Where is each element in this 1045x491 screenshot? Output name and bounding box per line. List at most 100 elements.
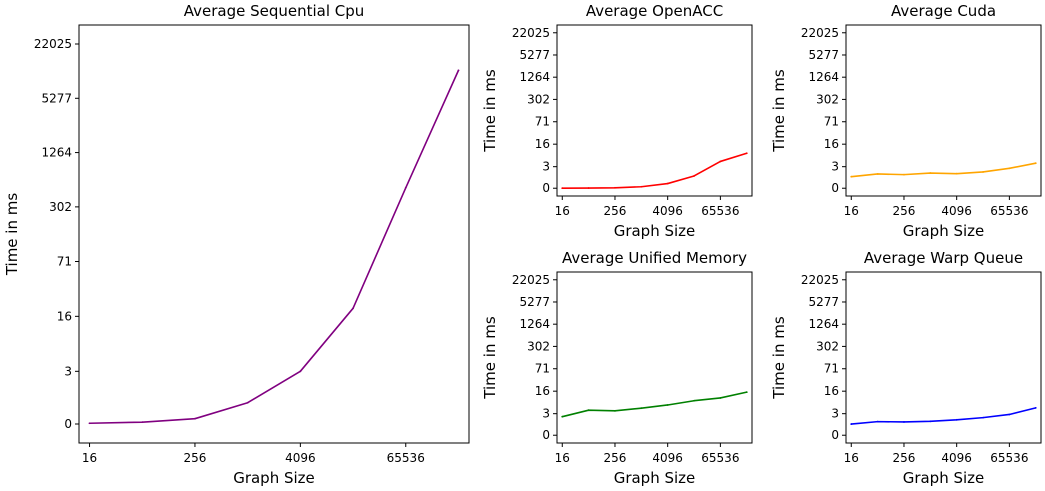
plot-frame — [845, 24, 1042, 197]
data-point — [1034, 407, 1037, 409]
data-point — [457, 69, 460, 72]
plot-frame — [78, 24, 470, 444]
y-axis-label: Time in ms — [3, 193, 21, 277]
x-tick-label: 256 — [183, 451, 206, 465]
data-point — [1008, 167, 1011, 170]
y-tick-label: 0 — [542, 181, 550, 195]
data-point — [666, 404, 669, 406]
y-tick-label: 5277 — [519, 295, 550, 309]
series-line — [850, 407, 1037, 425]
x-axis-label: Graph Size — [903, 222, 985, 240]
data-point — [693, 399, 695, 402]
plot-frame — [556, 24, 753, 197]
data-point — [693, 175, 695, 177]
data-point — [640, 407, 643, 410]
data-point — [561, 415, 564, 418]
x-tick-label: 4096 — [652, 451, 683, 465]
data-point — [299, 370, 302, 373]
y-tick-label: 71 — [824, 115, 839, 129]
y-tick-label: 3 — [542, 160, 550, 174]
y-tick-label: 302 — [527, 339, 550, 353]
plot-frame — [845, 271, 1042, 444]
y-tick-label: 16 — [57, 309, 72, 323]
x-tick-label: 4096 — [285, 451, 316, 465]
y-tick-label: 22025 — [512, 273, 550, 287]
x-tick-label: 256 — [893, 204, 916, 218]
data-point — [1034, 162, 1037, 165]
data-point — [246, 401, 249, 404]
x-tick-label: 256 — [893, 451, 916, 465]
x-tick-label: 4096 — [941, 204, 972, 218]
y-axis-label: Time in ms — [770, 69, 788, 153]
data-point — [587, 409, 590, 412]
x-tick-label: 65536 — [701, 451, 739, 465]
data-point — [1008, 413, 1011, 416]
data-point — [719, 397, 722, 399]
y-tick-label: 1264 — [519, 317, 550, 331]
data-point — [352, 307, 354, 310]
y-tick-label: 71 — [57, 254, 72, 268]
y-tick-label: 22025 — [801, 273, 839, 287]
y-tick-label: 302 — [816, 339, 839, 353]
y-tick-label: 3 — [831, 160, 839, 174]
y-tick-label: 5277 — [41, 91, 72, 105]
x-tick-label: 16 — [82, 451, 97, 465]
series-line — [561, 152, 748, 189]
data-point — [982, 171, 984, 173]
data-point — [929, 420, 932, 423]
subplot-average-warp-queue: 0 3 16 71 302 1264 5277 22025 16 256 4096 65536 Aver… — [770, 249, 1042, 487]
y-axis-label: Time in ms — [770, 316, 788, 400]
y-tick-label: 1264 — [808, 70, 839, 84]
y-tick-label: 16 — [535, 137, 550, 151]
data-point — [194, 417, 196, 420]
data-point — [561, 187, 564, 190]
x-tick-label: 16 — [844, 204, 859, 218]
data-point — [719, 160, 722, 163]
y-tick-label: 5277 — [808, 295, 839, 309]
y-tick-label: 16 — [824, 137, 839, 151]
chart-title: Average Unified Memory — [562, 249, 747, 267]
y-tick-label: 16 — [824, 384, 839, 398]
data-point — [982, 416, 984, 419]
y-tick-label: 16 — [535, 384, 550, 398]
y-tick-label: 0 — [64, 417, 72, 431]
y-tick-label: 3 — [542, 407, 550, 421]
y-tick-label: 302 — [49, 200, 72, 214]
data-point — [666, 182, 669, 185]
chart-title: Average Sequential Cpu — [184, 2, 365, 20]
y-tick-label: 0 — [542, 428, 550, 442]
series-line — [850, 162, 1037, 178]
x-axis-label: Graph Size — [233, 469, 315, 487]
y-tick-label: 22025 — [512, 26, 550, 40]
data-point — [745, 152, 748, 155]
x-tick-label: 256 — [604, 451, 627, 465]
data-point — [404, 186, 407, 189]
x-tick-label: 16 — [844, 451, 859, 465]
y-tick-label: 1264 — [808, 317, 839, 331]
subplot-average-unified-memory: 0 3 16 71 302 1264 5277 22025 16 256 4096 65536 Aver… — [481, 249, 753, 487]
y-tick-label: 71 — [535, 362, 550, 376]
data-point — [929, 172, 932, 174]
x-tick-label: 65536 — [701, 204, 739, 218]
x-tick-label: 4096 — [941, 451, 972, 465]
y-tick-label: 22025 — [34, 37, 72, 51]
x-tick-label: 16 — [555, 451, 570, 465]
data-point — [640, 185, 643, 188]
x-axis-label: Graph Size — [903, 469, 985, 487]
y-tick-label: 1264 — [519, 70, 550, 84]
data-point — [876, 173, 879, 175]
data-point — [955, 172, 958, 175]
y-tick-label: 5277 — [808, 48, 839, 62]
y-tick-label: 5277 — [519, 48, 550, 62]
y-axis-label: Time in ms — [481, 316, 499, 400]
data-point — [850, 423, 853, 425]
y-tick-label: 71 — [824, 362, 839, 376]
data-point — [876, 420, 879, 423]
data-point — [903, 421, 905, 423]
series-line — [561, 391, 748, 418]
x-tick-label: 65536 — [387, 451, 425, 465]
subplot-average-sequential-cpu: 0 3 16 71 302 1264 5277 22025 16 256 4096 65536 Aver… — [3, 2, 470, 487]
y-tick-label: 302 — [816, 92, 839, 106]
y-axis-label: Time in ms — [481, 69, 499, 153]
